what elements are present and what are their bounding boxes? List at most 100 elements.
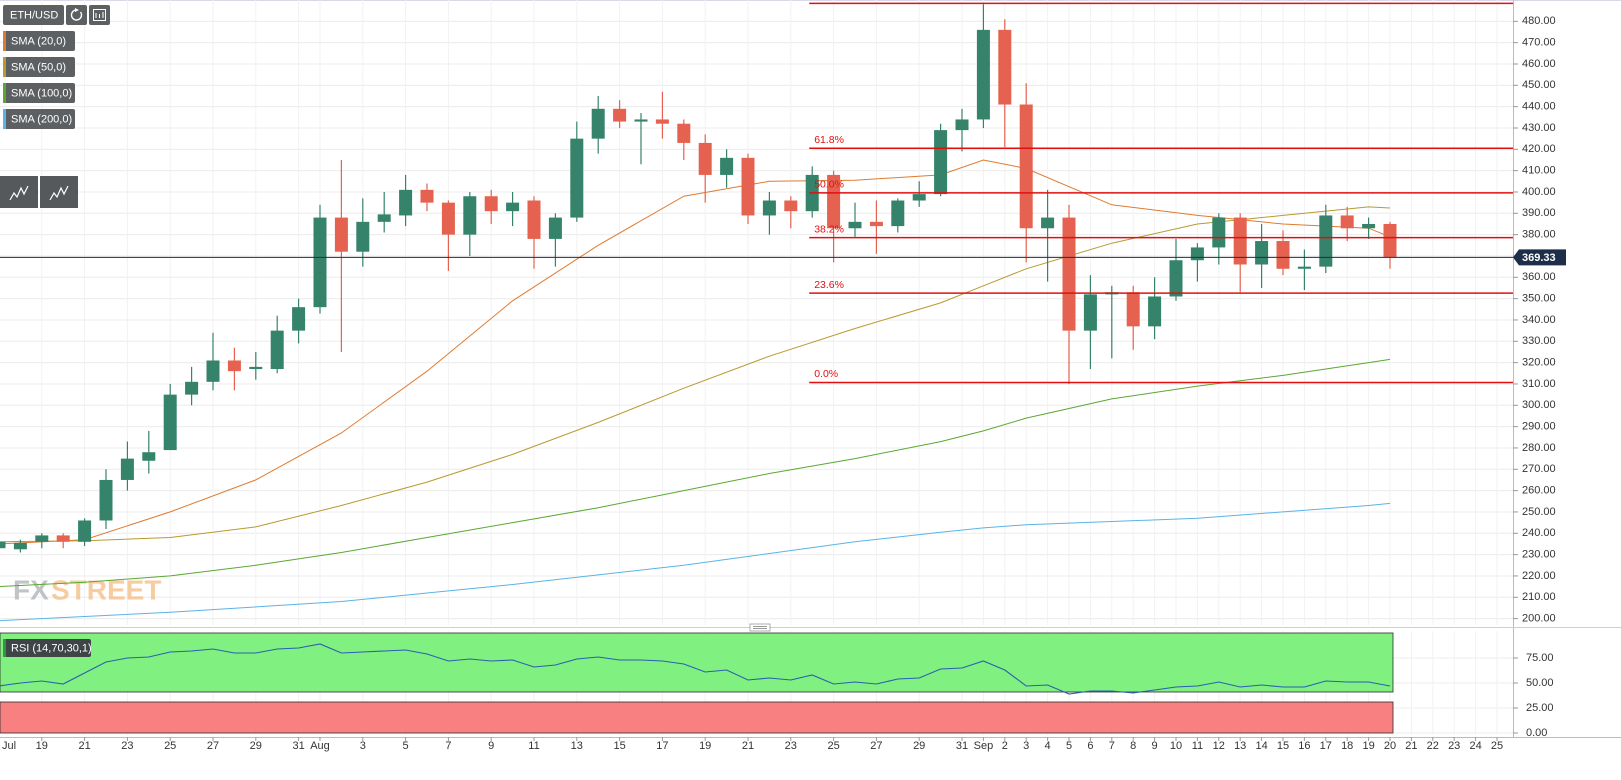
legend-box[interactable] bbox=[3, 31, 75, 51]
x-tick-label: 27 bbox=[207, 740, 219, 752]
y-tick-label: 470.00 bbox=[1522, 37, 1556, 49]
x-tick-label: 21 bbox=[78, 740, 90, 752]
y-tick-label: 240.00 bbox=[1522, 527, 1556, 539]
legend-box[interactable] bbox=[3, 109, 75, 129]
candle-body bbox=[1126, 292, 1140, 327]
axes: 200.00210.00220.00230.00240.00250.00260.… bbox=[2, 15, 1566, 752]
candle-body bbox=[1340, 215, 1354, 229]
y-tick-label: 430.00 bbox=[1522, 122, 1556, 134]
x-tick-label: 11 bbox=[528, 740, 539, 752]
x-tick-label: 2 bbox=[1002, 740, 1008, 752]
candle-body bbox=[99, 479, 113, 521]
panel-resize-handle[interactable] bbox=[749, 623, 771, 632]
candle-body bbox=[891, 200, 905, 227]
candle-body bbox=[270, 330, 284, 370]
y-tick-label: 460.00 bbox=[1522, 58, 1556, 70]
y-tick-label: 0.00 bbox=[1526, 727, 1547, 739]
x-tick-label: 7 bbox=[445, 740, 451, 752]
x-tick-label: 15 bbox=[613, 740, 625, 752]
y-tick-label: 210.00 bbox=[1522, 591, 1556, 603]
x-tick-label: 5 bbox=[1066, 740, 1072, 752]
legend-label: SMA (20,0) bbox=[11, 35, 66, 47]
candle-body bbox=[35, 535, 49, 542]
watermark-street: STREET bbox=[51, 574, 161, 605]
tool-icon bbox=[49, 185, 69, 201]
y-tick-label: 220.00 bbox=[1522, 570, 1556, 582]
rsi-label-box bbox=[3, 639, 91, 657]
y-tick-label: 410.00 bbox=[1522, 165, 1556, 177]
x-tick-label: 11 bbox=[1192, 740, 1203, 752]
rsi-oversold-zone bbox=[0, 701, 1394, 734]
legend-swatch bbox=[3, 31, 6, 51]
sma-line bbox=[0, 358, 1391, 588]
x-tick-label: 4 bbox=[1045, 740, 1051, 752]
y-tick-label: 450.00 bbox=[1522, 79, 1556, 91]
x-tick-label: 25 bbox=[827, 740, 839, 752]
candle-body bbox=[13, 542, 27, 550]
candle-body bbox=[334, 217, 348, 252]
legend: SMA (20,0) SMA (50,0) SMA (100,0) SMA (200,… bbox=[3, 31, 75, 129]
x-tick-label: 23 bbox=[121, 740, 133, 752]
y-tick-label: 75.00 bbox=[1526, 652, 1554, 664]
y-tick-label: 330.00 bbox=[1522, 335, 1556, 347]
x-tick-label: 9 bbox=[1152, 740, 1158, 752]
x-tick-label: Jul bbox=[2, 740, 16, 752]
refresh-button[interactable] bbox=[66, 5, 87, 25]
candle-body bbox=[634, 119, 648, 122]
candle-body bbox=[163, 394, 177, 451]
candle-body bbox=[420, 189, 434, 203]
sma-line bbox=[0, 159, 1391, 545]
legend-box[interactable] bbox=[3, 83, 75, 103]
candle-body bbox=[1062, 217, 1076, 331]
y-tick-label: 270.00 bbox=[1522, 463, 1556, 475]
x-tick-label: 31 bbox=[292, 740, 304, 752]
y-tick-label: 310.00 bbox=[1522, 378, 1556, 390]
x-tick-label: 20 bbox=[1384, 740, 1396, 752]
x-tick-label: 23 bbox=[785, 740, 797, 752]
x-tick-label: 6 bbox=[1087, 740, 1093, 752]
candle-body bbox=[1212, 217, 1226, 248]
candle-body bbox=[1383, 223, 1397, 258]
fib-label: 100.0% bbox=[814, 0, 850, 1]
fib-label: 38.2% bbox=[814, 223, 844, 235]
last-price-box bbox=[1513, 249, 1566, 266]
candle-body bbox=[506, 202, 520, 212]
candle-body bbox=[548, 217, 562, 239]
x-tick-label: Aug bbox=[310, 740, 330, 752]
rsi-overbought-zone bbox=[0, 632, 1394, 693]
fib-label: 0.0% bbox=[814, 368, 838, 380]
x-tick-label: 21 bbox=[742, 740, 754, 752]
y-tick-label: 360.00 bbox=[1522, 271, 1556, 283]
candle-body bbox=[313, 217, 327, 308]
legend-swatch bbox=[3, 109, 6, 129]
x-tick-label: 18 bbox=[1341, 740, 1353, 752]
y-tick-label: 320.00 bbox=[1522, 357, 1556, 369]
refresh-icon bbox=[70, 9, 83, 21]
legend-box[interactable] bbox=[3, 57, 75, 77]
candle-body bbox=[1319, 215, 1333, 267]
x-tick-label: 31 bbox=[956, 740, 968, 752]
candle-body bbox=[976, 29, 990, 120]
candle-body bbox=[848, 221, 862, 229]
candle-body bbox=[591, 108, 605, 139]
candle-body bbox=[1190, 247, 1204, 261]
candle-body bbox=[356, 221, 370, 252]
x-tick-label: 19 bbox=[1362, 740, 1374, 752]
y-tick-label: 280.00 bbox=[1522, 442, 1556, 454]
y-tick-label: 290.00 bbox=[1522, 421, 1556, 433]
rsi-label: RSI (14,70,30,1) bbox=[11, 642, 92, 654]
fib-label: 50.0% bbox=[814, 179, 844, 191]
candle-body bbox=[185, 381, 199, 395]
candle-body bbox=[955, 119, 969, 131]
candle-body bbox=[527, 200, 541, 239]
candle-body bbox=[1041, 217, 1055, 229]
x-tick-label: 7 bbox=[1109, 740, 1115, 752]
y-tick-label: 200.00 bbox=[1522, 613, 1556, 625]
candle-body bbox=[377, 214, 391, 222]
x-tick-label: 25 bbox=[164, 740, 176, 752]
symbol-button[interactable] bbox=[3, 5, 64, 25]
candle-body bbox=[741, 157, 755, 216]
x-tick-label: 29 bbox=[250, 740, 262, 752]
x-tick-label: 19 bbox=[36, 740, 48, 752]
